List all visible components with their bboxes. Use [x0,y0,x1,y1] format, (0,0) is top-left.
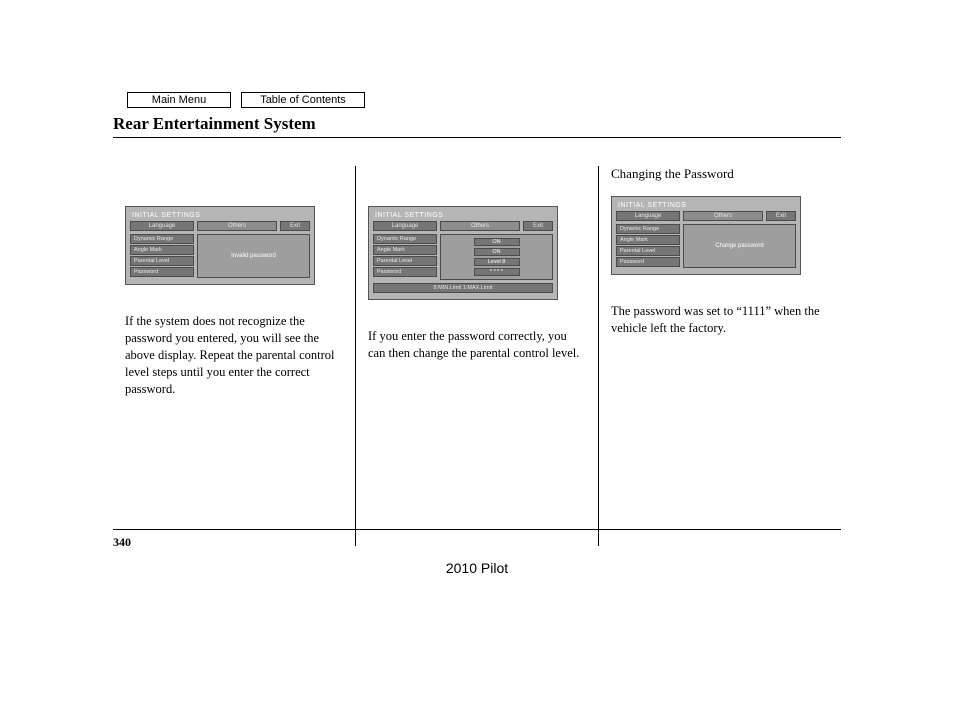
screen-title: INITIAL SETTINGS [130,211,310,221]
screen-title: INITIAL SETTINGS [616,201,796,211]
screen-change-password: INITIAL SETTINGS Language Others Exit Dy… [611,196,801,275]
pane-message: Invalid password [231,253,276,259]
page-number: 340 [113,535,131,550]
tab-language[interactable]: Language [130,221,194,231]
tab-language[interactable]: Language [616,211,680,221]
table-of-contents-button[interactable]: Table of Contents [241,92,365,108]
tab-others[interactable]: Others [440,221,520,231]
menu-parental-level[interactable]: Parental Level [130,256,194,266]
screen-title: INITIAL SETTINGS [373,211,553,221]
menu-list: Dynamic Range Angle Mark Parental Level … [616,224,680,268]
menu-parental-level[interactable]: Parental Level [373,256,437,266]
menu-list: Dynamic Range Angle Mark Parental Level … [373,234,437,280]
column-1: INITIAL SETTINGS Language Others Exit Dy… [113,166,355,546]
column-2: INITIAL SETTINGS Language Others Exit Dy… [355,166,598,546]
content-pane: Invalid password [197,234,310,278]
menu-password[interactable]: Password [373,267,437,277]
menu-angle-mark[interactable]: Angle Mark [130,245,194,255]
menu-parental-level[interactable]: Parental Level [616,246,680,256]
screen-invalid-password: INITIAL SETTINGS Language Others Exit Dy… [125,206,315,285]
tab-exit[interactable]: Exit [766,211,796,221]
tab-others[interactable]: Others [197,221,277,231]
main-menu-button[interactable]: Main Menu [127,92,231,108]
value-angle-mark: ON [474,248,520,256]
menu-angle-mark[interactable]: Angle Mark [373,245,437,255]
value-password: * * * * [474,268,520,276]
menu-dynamic-range[interactable]: Dynamic Range [373,234,437,244]
screen-parental-levels: INITIAL SETTINGS Language Others Exit Dy… [368,206,558,300]
column-3: Changing the Password INITIAL SETTINGS L… [598,166,841,546]
caption-1: If the system does not recognize the pas… [125,313,343,397]
pane-message: Change password [715,243,763,249]
menu-list: Dynamic Range Angle Mark Parental Level … [130,234,194,278]
tab-language[interactable]: Language [373,221,437,231]
limit-bar: 8:MIN.Limit 1:MAX.Limit [373,283,553,293]
nav-buttons: Main Menu Table of Contents [127,92,841,108]
content-columns: INITIAL SETTINGS Language Others Exit Dy… [113,166,841,546]
tab-exit[interactable]: Exit [523,221,553,231]
caption-3: The password was set to “1111” when the … [611,303,829,337]
caption-2: If you enter the password correctly, you… [368,328,586,362]
content-pane: ON ON Level 8 * * * * [440,234,553,280]
column-heading: Changing the Password [611,166,829,182]
tab-others[interactable]: Others [683,211,763,221]
menu-password[interactable]: Password [130,267,194,277]
content-pane: Change password [683,224,796,268]
menu-angle-mark[interactable]: Angle Mark [616,235,680,245]
section-title: Rear Entertainment System [113,114,841,138]
menu-dynamic-range[interactable]: Dynamic Range [130,234,194,244]
value-dynamic-range: ON [474,238,520,246]
tab-exit[interactable]: Exit [280,221,310,231]
menu-dynamic-range[interactable]: Dynamic Range [616,224,680,234]
menu-password[interactable]: Password [616,257,680,267]
value-parental-level: Level 8 [474,258,520,266]
footer-model: 2010 Pilot [0,560,954,576]
